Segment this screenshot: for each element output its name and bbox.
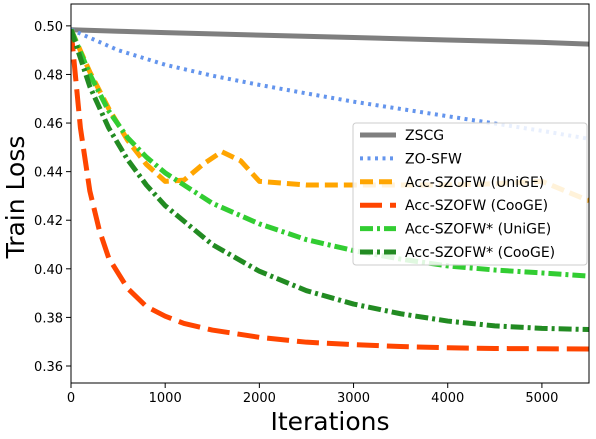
- legend-label: Acc-SZOFW* (CooGE): [405, 245, 555, 261]
- y-tick-label: 0.50: [34, 20, 63, 35]
- axes-layer: 0 1000 2000 3000 4000 5000 0.36 0.38 0.40 0.42 0.4…: [34, 3, 590, 406]
- series-line-6: [71, 28, 589, 333]
- legend-label: Acc-SZOFW (CooGE): [405, 198, 548, 214]
- series-line-3: [71, 28, 589, 204]
- x-tick-label: 5000: [525, 391, 558, 406]
- y-tick-label: 0.42: [34, 214, 63, 229]
- y-tick-label: 0.44: [34, 166, 63, 181]
- x-axis-label: Iterations: [270, 407, 389, 435]
- legend-label: ZSCG: [405, 128, 444, 144]
- x-tick-label: 1000: [149, 391, 182, 406]
- series-line-1: [71, 27, 589, 47]
- legend-label: Acc-SZOFW* (UniGE): [405, 222, 551, 238]
- series-line-4: [71, 29, 589, 352]
- series-line-5: [71, 28, 589, 279]
- x-tick-label: 2000: [243, 391, 276, 406]
- y-tick-label: 0.40: [34, 263, 63, 278]
- plot-frame: [70, 3, 590, 384]
- x-tick-label: 0: [67, 391, 75, 406]
- legend-label: Acc-SZOFW (UniGE): [405, 175, 544, 191]
- legend: ZSCG ZO-SFW Acc-SZOFW (UniGE) Acc-SZOFW (Co…: [352, 122, 588, 266]
- y-tick-label: 0.36: [34, 360, 63, 375]
- y-tick-label: 0.48: [34, 68, 63, 83]
- legend-label: ZO-SFW: [405, 151, 462, 167]
- legend-box: [352, 122, 588, 266]
- y-tick-label: 0.38: [34, 311, 63, 326]
- x-tick-label: 4000: [431, 391, 464, 406]
- y-tick-label: 0.46: [34, 117, 63, 132]
- y-axis-label: Train Loss: [1, 136, 30, 260]
- x-tick-label: 3000: [337, 391, 370, 406]
